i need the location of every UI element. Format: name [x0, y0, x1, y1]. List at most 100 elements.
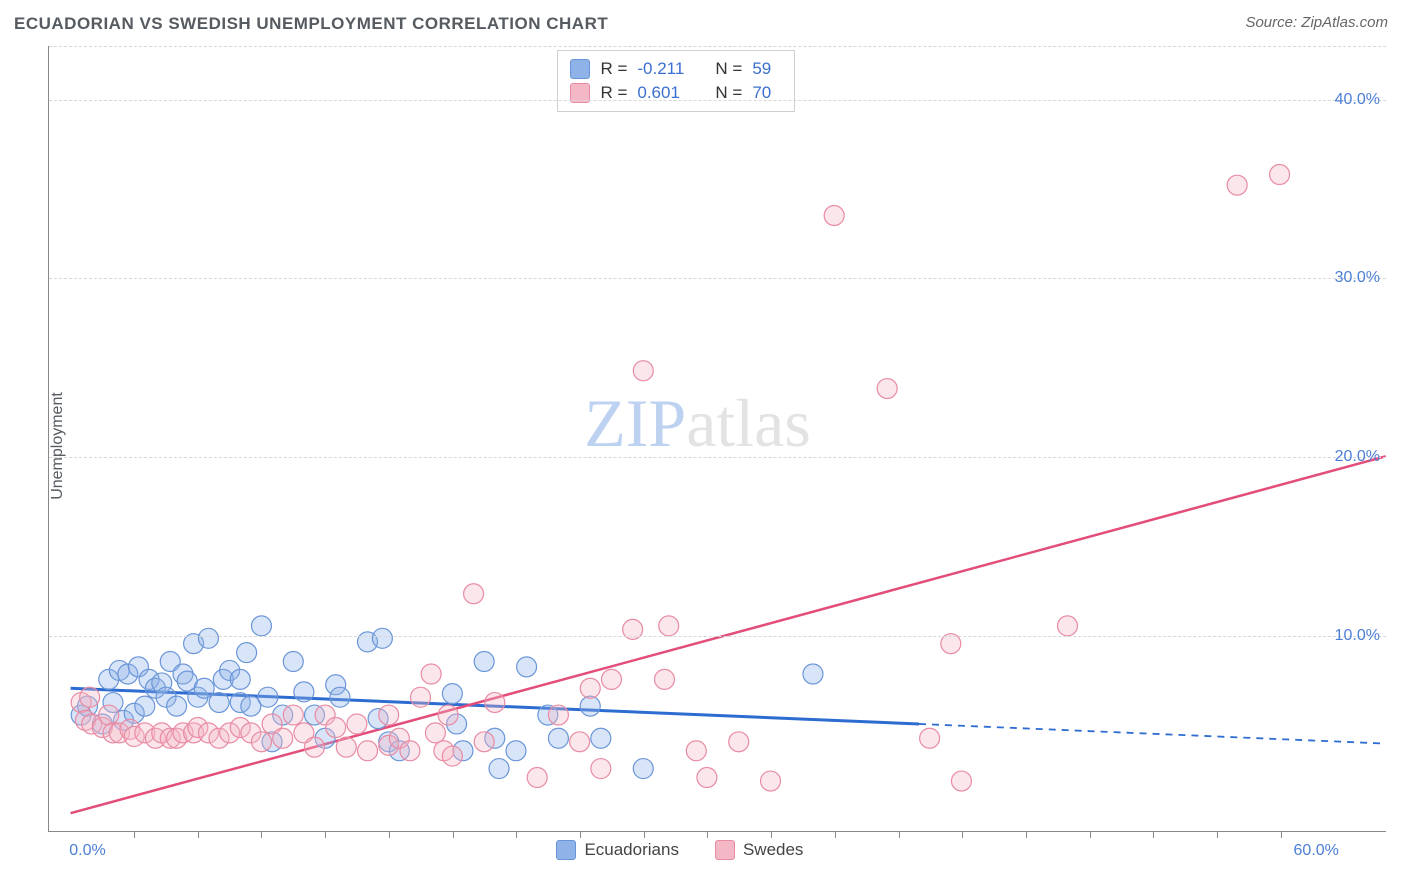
- x-tick-mark: [1217, 832, 1218, 838]
- data-point-swedes: [411, 687, 431, 707]
- stat-value-r-ecuadorians: -0.211: [637, 59, 691, 79]
- x-tick-mark: [707, 832, 708, 838]
- gridline: [49, 457, 1386, 458]
- x-tick-mark: [261, 832, 262, 838]
- x-tick-mark: [835, 832, 836, 838]
- data-point-ecuadorians: [209, 693, 229, 713]
- y-tick-label: 40.0%: [1335, 91, 1380, 109]
- data-point-swedes: [379, 705, 399, 725]
- data-point-ecuadorians: [194, 678, 214, 698]
- data-point-swedes: [80, 687, 100, 707]
- x-tick-label: 60.0%: [1294, 842, 1339, 860]
- gridline: [49, 278, 1386, 279]
- plot-svg: [49, 46, 1386, 831]
- x-tick-mark: [453, 832, 454, 838]
- data-point-ecuadorians: [198, 628, 218, 648]
- x-tick-mark: [325, 832, 326, 838]
- x-tick-mark: [899, 832, 900, 838]
- data-point-swedes: [400, 741, 420, 761]
- x-tick-mark: [580, 832, 581, 838]
- x-tick-mark: [1153, 832, 1154, 838]
- data-point-ecuadorians: [489, 759, 509, 779]
- data-point-ecuadorians: [506, 741, 526, 761]
- x-tick-mark: [389, 832, 390, 838]
- x-tick-mark: [198, 832, 199, 838]
- data-point-ecuadorians: [474, 652, 494, 672]
- plot-area: ZIPatlas R =-0.211N =59R =0.601N =70 10.…: [48, 46, 1386, 832]
- x-tick-mark: [1026, 832, 1027, 838]
- data-point-ecuadorians: [803, 664, 823, 684]
- data-point-swedes: [824, 206, 844, 226]
- data-point-ecuadorians: [580, 696, 600, 716]
- y-tick-label: 10.0%: [1335, 627, 1380, 645]
- stats-row-ecuadorians: R =-0.211N =59: [570, 57, 782, 81]
- data-point-swedes: [1227, 175, 1247, 195]
- gridline: [49, 46, 1386, 47]
- data-point-swedes: [421, 664, 441, 684]
- data-point-ecuadorians: [230, 669, 250, 689]
- x-tick-label: 0.0%: [69, 842, 105, 860]
- data-point-swedes: [591, 759, 611, 779]
- data-point-swedes: [686, 741, 706, 761]
- trendline-ecuadorians-dashed: [919, 724, 1386, 744]
- y-tick-label: 20.0%: [1335, 448, 1380, 466]
- legend-swatch-ecuadorians: [556, 840, 576, 860]
- legend-item-swedes: Swedes: [715, 840, 803, 860]
- data-point-ecuadorians: [283, 652, 303, 672]
- data-point-swedes: [251, 732, 271, 752]
- data-point-swedes: [305, 737, 325, 757]
- x-tick-mark: [1281, 832, 1282, 838]
- data-point-ecuadorians: [135, 696, 155, 716]
- data-point-swedes: [877, 379, 897, 399]
- data-point-swedes: [438, 705, 458, 725]
- data-point-ecuadorians: [294, 682, 314, 702]
- source-credit: Source: ZipAtlas.com: [1245, 14, 1388, 31]
- data-point-swedes: [283, 705, 303, 725]
- chart-container: ECUADORIAN VS SWEDISH UNEMPLOYMENT CORRE…: [0, 0, 1406, 892]
- data-point-swedes: [941, 634, 961, 654]
- data-point-swedes: [951, 771, 971, 791]
- series-legend: Ecuadorians Swedes: [556, 840, 803, 860]
- data-point-swedes: [99, 705, 119, 725]
- data-point-ecuadorians: [167, 696, 187, 716]
- data-point-swedes: [697, 767, 717, 787]
- x-tick-mark: [644, 832, 645, 838]
- data-point-swedes: [1057, 616, 1077, 636]
- data-point-swedes: [729, 732, 749, 752]
- x-tick-mark: [516, 832, 517, 838]
- data-point-ecuadorians: [251, 616, 271, 636]
- stats-legend-box: R =-0.211N =59R =0.601N =70: [557, 50, 795, 112]
- data-point-swedes: [654, 669, 674, 689]
- y-tick-label: 30.0%: [1335, 269, 1380, 287]
- data-point-swedes: [570, 732, 590, 752]
- data-point-swedes: [442, 746, 462, 766]
- data-point-swedes: [580, 678, 600, 698]
- chart-title: ECUADORIAN VS SWEDISH UNEMPLOYMENT CORRE…: [14, 14, 608, 34]
- data-point-ecuadorians: [591, 728, 611, 748]
- data-point-swedes: [358, 741, 378, 761]
- legend-label-ecuadorians: Ecuadorians: [584, 840, 679, 860]
- data-point-ecuadorians: [633, 759, 653, 779]
- legend-swatch-swedes: [715, 840, 735, 860]
- stat-label-r: R =: [600, 59, 627, 79]
- legend-label-swedes: Swedes: [743, 840, 803, 860]
- data-point-swedes: [527, 767, 547, 787]
- data-point-swedes: [1270, 164, 1290, 184]
- x-tick-mark: [1090, 832, 1091, 838]
- data-point-ecuadorians: [372, 628, 392, 648]
- data-point-ecuadorians: [517, 657, 537, 677]
- data-point-swedes: [485, 693, 505, 713]
- legend-item-ecuadorians: Ecuadorians: [556, 840, 679, 860]
- data-point-ecuadorians: [330, 687, 350, 707]
- stats-row-swedes: R =0.601N =70: [570, 81, 782, 105]
- x-tick-mark: [962, 832, 963, 838]
- data-point-ecuadorians: [258, 687, 278, 707]
- data-point-swedes: [659, 616, 679, 636]
- x-tick-mark: [134, 832, 135, 838]
- data-point-swedes: [474, 732, 494, 752]
- data-point-ecuadorians: [237, 643, 257, 663]
- data-point-swedes: [548, 705, 568, 725]
- data-point-ecuadorians: [548, 728, 568, 748]
- data-point-swedes: [761, 771, 781, 791]
- data-point-swedes: [336, 737, 356, 757]
